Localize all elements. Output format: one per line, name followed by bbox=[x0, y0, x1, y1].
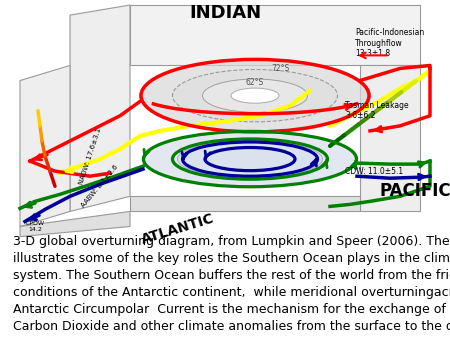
Ellipse shape bbox=[202, 79, 307, 112]
Text: 72°S: 72°S bbox=[271, 64, 289, 73]
Text: ATLANTIC: ATLANTIC bbox=[140, 212, 216, 247]
Text: PACIFIC: PACIFIC bbox=[379, 182, 450, 200]
Polygon shape bbox=[360, 66, 420, 212]
Ellipse shape bbox=[177, 141, 323, 178]
Ellipse shape bbox=[172, 70, 338, 122]
Ellipse shape bbox=[140, 59, 370, 132]
Polygon shape bbox=[20, 66, 70, 226]
Text: 3-D global overturning diagram, from Lumpkin and Speer (2006). The diagram
illus: 3-D global overturning diagram, from Lum… bbox=[14, 235, 450, 338]
Text: 62°S: 62°S bbox=[246, 78, 264, 87]
Text: INDIAN: INDIAN bbox=[189, 4, 261, 22]
Text: Pacific-Indonesian
Throughflow
13.3±1.8: Pacific-Indonesian Throughflow 13.3±1.8 bbox=[355, 28, 424, 58]
Polygon shape bbox=[70, 5, 130, 212]
Ellipse shape bbox=[143, 131, 357, 187]
Polygon shape bbox=[20, 212, 130, 237]
Text: CPDW
14.2: CPDW 14.2 bbox=[26, 221, 45, 232]
Ellipse shape bbox=[231, 88, 279, 103]
Text: NADW: 17.6±3.1: NADW: 17.6±3.1 bbox=[78, 127, 102, 185]
Text: Tasman Leakage
3.6±6.2: Tasman Leakage 3.6±6.2 bbox=[345, 101, 409, 120]
Polygon shape bbox=[130, 196, 360, 212]
Text: AABW: 8.1±2.6: AABW: 8.1±2.6 bbox=[81, 164, 120, 209]
Text: CDW: 11.0±5.1: CDW: 11.0±5.1 bbox=[345, 167, 403, 176]
Polygon shape bbox=[130, 5, 420, 66]
